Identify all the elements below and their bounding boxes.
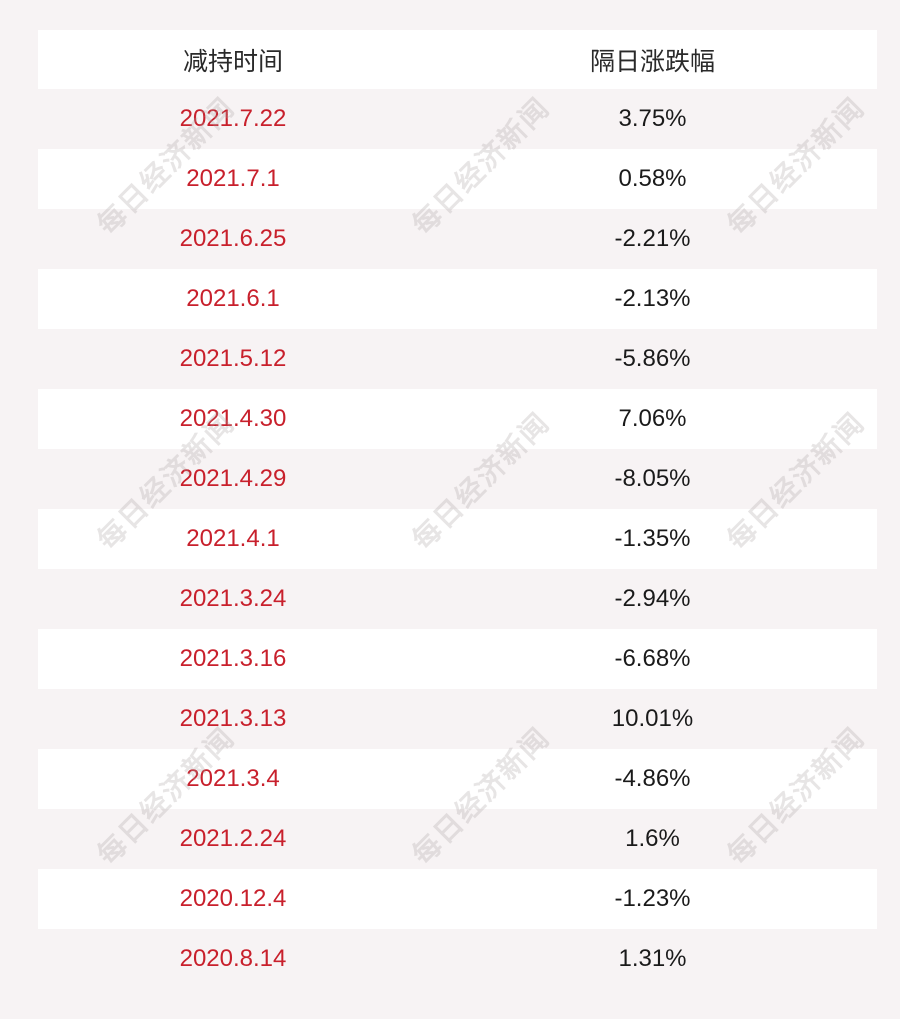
change-cell: -6.68% xyxy=(614,645,691,672)
table-row: 2020.12.4 -1.23% xyxy=(38,869,877,929)
date-cell: 2021.2.24 xyxy=(179,825,287,852)
date-cell: 2021.4.29 xyxy=(179,465,287,492)
change-cell: -2.13% xyxy=(614,285,691,312)
date-cell: 2020.8.14 xyxy=(179,945,287,972)
table-row: 2021.3.16 -6.68% xyxy=(38,629,877,689)
table-row: 2021.6.1 -2.13% xyxy=(38,269,877,329)
change-cell: -2.21% xyxy=(614,225,691,252)
table-row: 2021.7.1 0.58% xyxy=(38,149,877,209)
table-row: 2021.3.24 -2.94% xyxy=(38,569,877,629)
change-cell: 7.06% xyxy=(618,405,687,432)
column-header-date: 减持时间 xyxy=(182,47,283,76)
date-cell: 2021.7.1 xyxy=(186,165,280,192)
change-cell: -2.94% xyxy=(614,585,691,612)
table-row: 2021.4.30 7.06% xyxy=(38,389,877,449)
date-cell: 2021.5.12 xyxy=(179,345,287,372)
change-cell: 10.01% xyxy=(611,705,694,732)
table-row: 2020.8.14 1.31% xyxy=(38,929,877,989)
date-cell: 2021.4.30 xyxy=(179,405,287,432)
date-cell: 2021.6.1 xyxy=(186,285,280,312)
table-row: 2021.3.13 10.01% xyxy=(38,689,877,749)
table-row: 2021.5.12 -5.86% xyxy=(38,329,877,389)
date-cell: 2021.4.1 xyxy=(186,525,280,552)
change-cell: 0.58% xyxy=(618,165,687,192)
column-header-change: 隔日涨跌幅 xyxy=(589,47,715,76)
change-cell: -5.86% xyxy=(614,345,691,372)
date-cell: 2021.3.4 xyxy=(186,765,280,792)
table-row: 2021.6.25 -2.21% xyxy=(38,209,877,269)
change-cell: 3.75% xyxy=(618,105,687,132)
table-body: 2021.7.22 3.75% 2021.7.1 0.58% 2021.6.25 -2.2… xyxy=(38,89,877,989)
date-cell: 2021.6.25 xyxy=(179,225,287,252)
table-row: 2021.7.22 3.75% xyxy=(38,89,877,149)
change-cell: -1.23% xyxy=(614,885,691,912)
change-cell: 1.6% xyxy=(625,825,680,852)
change-cell: -8.05% xyxy=(614,465,691,492)
table-row: 2021.3.4 -4.86% xyxy=(38,749,877,809)
date-cell: 2021.7.22 xyxy=(179,105,287,132)
table-row: 2021.4.29 -8.05% xyxy=(38,449,877,509)
table-row: 2021.4.1 -1.35% xyxy=(38,509,877,569)
table-row: 2021.2.24 1.6% xyxy=(38,809,877,869)
change-cell: -1.35% xyxy=(614,525,691,552)
change-cell: 1.31% xyxy=(618,945,687,972)
date-cell: 2021.3.16 xyxy=(179,645,287,672)
date-cell: 2020.12.4 xyxy=(179,885,287,912)
date-cell: 2021.3.13 xyxy=(179,705,287,732)
table-header-row: 减持时间 隔日涨跌幅 xyxy=(38,30,877,89)
data-table: 减持时间 隔日涨跌幅 2021.7.22 3.75% 2021.7.1 0.58% 20… xyxy=(38,30,877,989)
date-cell: 2021.3.24 xyxy=(179,585,287,612)
change-cell: -4.86% xyxy=(614,765,691,792)
